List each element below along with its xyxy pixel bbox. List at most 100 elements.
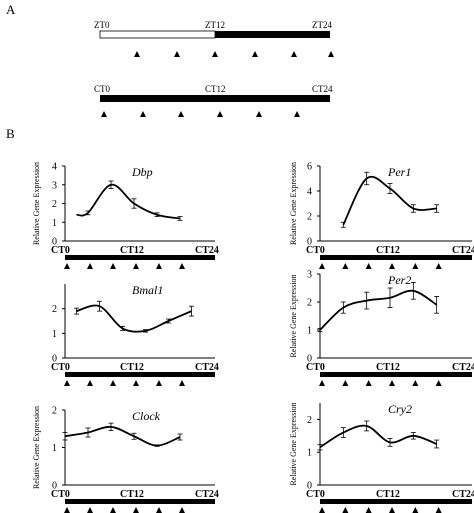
series-line <box>76 304 192 333</box>
x-tick-label: CT0 <box>306 362 325 373</box>
sampling-marker <box>110 380 116 386</box>
sampling-marker <box>64 507 70 513</box>
y-axis-label: Relative Gene Expression <box>289 162 298 245</box>
sampling-marker <box>101 111 107 117</box>
x-tick-label: CT24 <box>452 245 474 256</box>
sampling-marker <box>110 507 116 513</box>
light-phase-bar <box>99 30 216 39</box>
sampling-marker <box>64 263 70 269</box>
sampling-marker <box>435 263 442 269</box>
sampling-marker <box>412 507 419 513</box>
y-tick-label: 0 <box>307 354 312 365</box>
constant-dark-bar <box>320 255 472 260</box>
sampling-marker <box>365 507 372 513</box>
sampling-marker <box>389 263 395 269</box>
sampling-marker <box>342 380 349 386</box>
y-tick-label: 0 <box>52 481 57 492</box>
dark-phase-bar <box>215 31 330 38</box>
x-tick-label: CT0 <box>51 489 70 500</box>
y-tick-label: 2 <box>52 199 57 210</box>
x-tick-label: CT0 <box>51 245 70 256</box>
y-axis-label: Relative Gene Expression <box>289 402 298 485</box>
ct24-label: CT24 <box>312 84 333 94</box>
y-tick-label: 0 <box>307 481 312 492</box>
sampling-marker <box>87 263 93 269</box>
series-line <box>319 424 437 449</box>
y-tick-label: 1 <box>307 448 312 459</box>
sampling-marker <box>256 111 262 117</box>
x-tick-label: CT24 <box>195 245 219 256</box>
x-tick-label: CT12 <box>376 362 400 373</box>
constant-dark-bar <box>65 499 215 504</box>
y-tick-label: 2 <box>52 304 57 315</box>
y-axis-label: Relative Gene Expression <box>32 406 41 489</box>
sampling-marker <box>435 380 442 386</box>
y-axis-label: Relative Gene Expression <box>32 162 41 245</box>
x-tick-label: CT0 <box>306 489 325 500</box>
y-tick-label: 0 <box>52 237 57 248</box>
constant-dark-bar <box>65 372 215 377</box>
y-tick-label: 3 <box>307 270 312 281</box>
sampling-marker <box>291 51 297 57</box>
zt0-label: ZT0 <box>94 20 110 30</box>
x-tick-label: CT24 <box>195 362 219 373</box>
sampling-marker <box>365 263 372 269</box>
chart-title: Cry2 <box>388 402 412 416</box>
sampling-marker <box>178 111 184 117</box>
sampling-marker <box>435 507 442 513</box>
ct12-label: CT12 <box>205 84 226 94</box>
sampling-marker <box>174 51 180 57</box>
sampling-marker <box>389 507 395 513</box>
chart-title: Bmal1 <box>132 283 163 297</box>
panel-a-label: A <box>6 2 16 17</box>
y-tick-label: 4 <box>52 162 57 173</box>
x-tick-label: CT12 <box>376 245 400 256</box>
constant-dark-bar <box>320 499 472 504</box>
sampling-marker <box>156 263 162 269</box>
y-tick-label: 1 <box>307 326 312 337</box>
sampling-marker <box>252 51 258 57</box>
chart-title: Per2 <box>387 273 411 287</box>
sampling-marker <box>365 380 372 386</box>
series-line <box>319 289 438 331</box>
chart-title: Clock <box>132 409 161 423</box>
sampling-marker <box>319 507 325 513</box>
sampling-marker <box>156 507 162 513</box>
sampling-marker <box>110 263 116 269</box>
sampling-marker <box>342 507 349 513</box>
constant-dark-bar <box>100 95 330 102</box>
y-tick-label: 2 <box>307 298 312 309</box>
zt12-label: ZT12 <box>205 20 225 30</box>
sampling-marker <box>412 380 419 386</box>
sampling-marker <box>179 507 185 513</box>
y-tick-label: 1 <box>52 218 57 229</box>
y-tick-label: 0 <box>307 237 312 248</box>
x-tick-label: CT24 <box>452 489 474 500</box>
x-tick-label: CT12 <box>376 489 400 500</box>
sampling-marker <box>140 111 146 117</box>
sampling-marker <box>156 380 162 386</box>
sampling-marker <box>133 507 139 513</box>
x-tick-label: CT12 <box>120 245 144 256</box>
sampling-marker <box>412 263 419 269</box>
chart-title: Dbp <box>131 165 153 179</box>
y-tick-label: 4 <box>307 187 312 198</box>
series-line <box>64 425 181 447</box>
sampling-marker <box>87 507 93 513</box>
sampling-marker <box>319 380 325 386</box>
sampling-marker <box>217 111 223 117</box>
sampling-marker <box>212 51 218 57</box>
y-tick-label: 0 <box>52 354 57 365</box>
zt24-label: ZT24 <box>312 20 332 30</box>
sampling-marker <box>133 380 139 386</box>
constant-dark-bar <box>65 255 215 260</box>
x-tick-label: CT24 <box>452 362 474 373</box>
x-tick-label: CT12 <box>120 362 144 373</box>
x-tick-label: CT24 <box>195 489 219 500</box>
constant-dark-bar <box>320 372 472 377</box>
sampling-marker <box>179 263 185 269</box>
y-tick-label: 2 <box>307 212 312 223</box>
ct0-label: CT0 <box>94 84 111 94</box>
x-tick-label: CT0 <box>306 245 325 256</box>
